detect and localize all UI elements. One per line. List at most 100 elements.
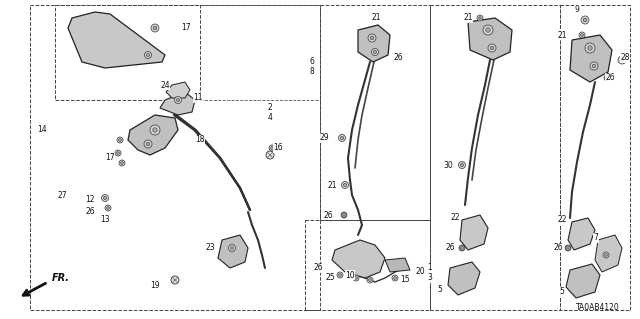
Text: 23: 23 <box>205 243 215 253</box>
Text: 26: 26 <box>445 243 455 253</box>
Circle shape <box>339 135 346 142</box>
Text: 5: 5 <box>559 287 564 296</box>
Circle shape <box>355 277 357 279</box>
Circle shape <box>150 125 160 135</box>
Text: 7: 7 <box>593 234 598 242</box>
Polygon shape <box>218 235 248 268</box>
Text: 16: 16 <box>273 144 283 152</box>
Circle shape <box>269 145 275 151</box>
Polygon shape <box>332 240 385 278</box>
Bar <box>55 5 200 100</box>
Text: 28: 28 <box>620 54 630 63</box>
Circle shape <box>460 163 463 167</box>
Text: 21: 21 <box>327 181 337 189</box>
Text: 25: 25 <box>325 273 335 283</box>
Circle shape <box>458 161 465 168</box>
Circle shape <box>353 275 359 281</box>
Circle shape <box>228 244 236 251</box>
Bar <box>430 5 560 310</box>
Circle shape <box>121 162 124 164</box>
Text: 27: 27 <box>57 190 67 199</box>
Bar <box>305 220 430 310</box>
Circle shape <box>579 32 585 38</box>
Bar <box>30 5 320 310</box>
Text: FR.: FR. <box>52 273 70 283</box>
Text: 21: 21 <box>463 13 473 23</box>
Polygon shape <box>448 262 480 295</box>
Text: 30: 30 <box>443 160 453 169</box>
Text: 26: 26 <box>313 263 323 272</box>
Text: 26: 26 <box>393 54 403 63</box>
Circle shape <box>107 207 109 209</box>
Text: 12: 12 <box>85 196 95 204</box>
Bar <box>320 5 430 220</box>
Text: 17: 17 <box>105 153 115 162</box>
Text: 26: 26 <box>323 211 333 219</box>
Circle shape <box>146 142 150 146</box>
Text: 19: 19 <box>150 280 160 290</box>
Text: 2: 2 <box>268 103 273 113</box>
Text: 24: 24 <box>160 80 170 90</box>
Polygon shape <box>128 115 178 155</box>
Circle shape <box>618 56 626 64</box>
Circle shape <box>145 51 152 58</box>
Text: 8: 8 <box>310 68 314 77</box>
Circle shape <box>370 36 374 40</box>
Text: 20: 20 <box>415 268 425 277</box>
Polygon shape <box>570 35 612 82</box>
Circle shape <box>588 46 592 50</box>
Circle shape <box>488 44 496 52</box>
Text: 3: 3 <box>428 273 433 283</box>
Circle shape <box>116 152 119 154</box>
Text: TA0AB4120: TA0AB4120 <box>576 303 620 312</box>
Text: 26: 26 <box>553 243 563 253</box>
Circle shape <box>392 275 398 281</box>
Text: 13: 13 <box>100 216 110 225</box>
Circle shape <box>486 28 490 32</box>
Text: 9: 9 <box>575 5 579 14</box>
Text: 6: 6 <box>310 57 314 66</box>
Circle shape <box>367 277 373 283</box>
Circle shape <box>604 75 610 81</box>
Circle shape <box>104 197 107 200</box>
Circle shape <box>603 252 609 258</box>
Circle shape <box>592 64 596 68</box>
Circle shape <box>620 58 624 62</box>
Polygon shape <box>160 92 195 115</box>
Text: 21: 21 <box>557 31 567 40</box>
Text: 4: 4 <box>268 114 273 122</box>
Circle shape <box>177 99 180 101</box>
Text: 29: 29 <box>319 133 329 143</box>
Circle shape <box>118 139 122 141</box>
Circle shape <box>151 24 159 32</box>
Circle shape <box>565 245 571 251</box>
Circle shape <box>147 53 150 56</box>
Circle shape <box>477 15 483 21</box>
Circle shape <box>271 147 273 149</box>
Circle shape <box>479 17 481 19</box>
Bar <box>560 5 630 310</box>
Circle shape <box>605 254 607 256</box>
Circle shape <box>115 150 121 156</box>
Text: 14: 14 <box>37 125 47 135</box>
Polygon shape <box>460 215 488 250</box>
Text: 11: 11 <box>193 93 203 102</box>
Circle shape <box>102 195 109 202</box>
Circle shape <box>175 97 182 103</box>
Circle shape <box>483 25 493 35</box>
Circle shape <box>230 246 234 249</box>
Polygon shape <box>566 264 600 298</box>
Circle shape <box>342 182 349 189</box>
Circle shape <box>583 18 587 22</box>
Circle shape <box>153 128 157 132</box>
Circle shape <box>153 26 157 30</box>
Circle shape <box>117 137 123 143</box>
Circle shape <box>119 160 125 166</box>
Circle shape <box>459 245 465 251</box>
Circle shape <box>171 276 179 284</box>
Text: 15: 15 <box>400 276 410 285</box>
Text: 18: 18 <box>195 136 205 145</box>
Circle shape <box>580 33 583 36</box>
Circle shape <box>581 16 589 24</box>
Circle shape <box>144 140 152 148</box>
